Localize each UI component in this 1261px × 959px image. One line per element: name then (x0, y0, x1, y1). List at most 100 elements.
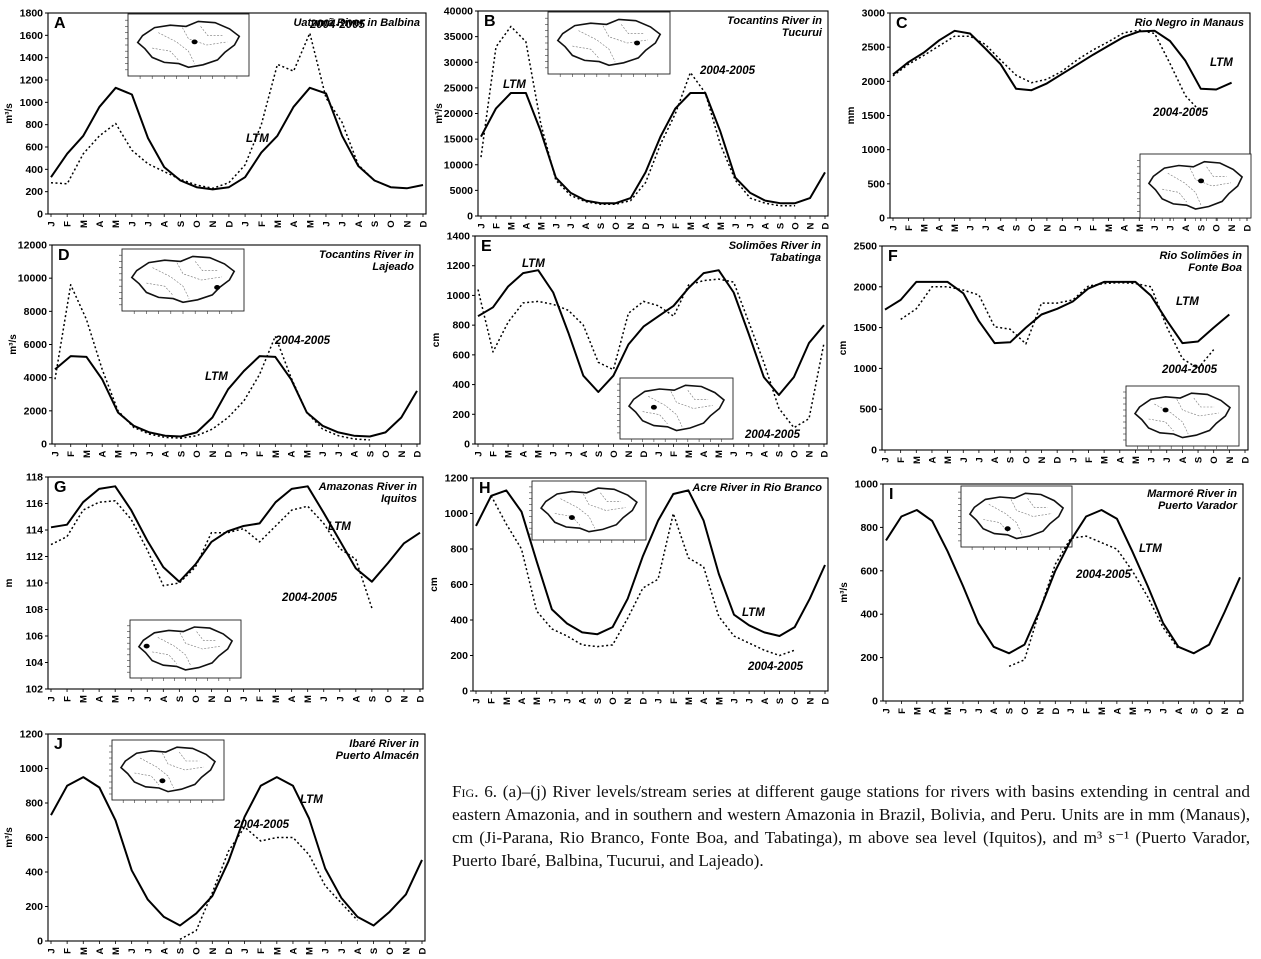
panel-title: Acre River in Rio Branco (691, 482, 822, 494)
y-tick-label: 3000 (862, 8, 886, 20)
gauge-station-marker (1162, 407, 1169, 413)
series-ltm-line (480, 92, 826, 205)
x-tick-label: M (1097, 707, 1108, 715)
x-tick-label: N (401, 947, 412, 954)
recent-series-label: 2004-2005 (281, 592, 338, 604)
x-tick-label: M (79, 695, 90, 703)
location-map-f (1123, 385, 1240, 449)
x-tick-label: N (208, 220, 219, 227)
panel-title: Rio Solimões in (1159, 250, 1242, 262)
sub-basin-line (152, 47, 180, 61)
sub-basin-line (1154, 403, 1189, 435)
y-tick-label: 2500 (862, 42, 886, 54)
x-tick-label: J (974, 708, 985, 713)
y-axis-label: m (4, 578, 15, 587)
x-tick-label: F (63, 948, 74, 954)
sub-basin-line (1189, 167, 1232, 187)
x-tick-label: M (919, 224, 930, 232)
y-tick-label: 800 (860, 522, 878, 534)
sub-basin-line (182, 27, 228, 46)
x-tick-label: J (51, 451, 62, 456)
x-tick-label: O (192, 947, 203, 954)
x-tick-label: A (95, 220, 106, 227)
x-tick-label: J (321, 948, 332, 953)
y-tick-label: 800 (450, 544, 468, 556)
sub-basin-line (157, 637, 192, 667)
y-tick-label: 0 (37, 209, 43, 221)
x-tick-label: A (760, 697, 771, 704)
x-tick-label: A (699, 697, 710, 704)
x-tick-label: J (477, 223, 488, 228)
x-tick-label: J (974, 457, 985, 462)
x-tick-label: A (928, 707, 939, 714)
x-tick-label: M (272, 947, 283, 955)
x-tick-label: J (474, 451, 485, 456)
recent-series-label: 2004-2005 (1152, 107, 1209, 119)
x-tick-label: F (489, 451, 500, 457)
x-tick-label: A (1115, 456, 1126, 463)
x-tick-label: A (1174, 707, 1185, 714)
x-tick-label: A (989, 707, 1000, 714)
panel-title-line2: Fonte Boa (1188, 262, 1242, 274)
x-tick-label: S (1196, 225, 1207, 231)
x-tick-label: N (626, 222, 637, 229)
series-2004-2005-line (900, 281, 1215, 370)
sub-basin-line (196, 631, 217, 641)
x-tick-label: A (761, 222, 772, 229)
y-tick-label: 1000 (855, 479, 879, 491)
caption-text: (a)–(j) River levels/stream series at di… (452, 782, 1250, 870)
basin-outline (627, 384, 726, 432)
sub-basin-line (988, 504, 1023, 535)
y-tick-label: 118 (26, 472, 43, 484)
x-tick-label: J (47, 221, 58, 226)
panel-title: Tocantins River in (727, 15, 822, 27)
x-tick-label: S (176, 451, 187, 457)
sub-basin-line (600, 492, 621, 502)
panel-title: Ibaré River in (349, 738, 419, 750)
location-map-i (958, 485, 1073, 550)
y-tick-label: 1400 (20, 52, 44, 64)
x-tick-label: F (63, 221, 74, 227)
x-tick-label: M (506, 222, 517, 230)
x-tick-label: M (271, 695, 282, 703)
basin-outline (119, 746, 217, 793)
x-tick-label: J (547, 698, 558, 703)
y-tick-label: 1000 (447, 290, 471, 302)
x-tick-label: N (806, 222, 817, 229)
sub-basin-line (583, 493, 626, 511)
sub-basin-line (176, 262, 223, 281)
y-axis-label: cm (838, 341, 849, 356)
y-tick-label: 10000 (18, 273, 47, 285)
x-tick-label: A (578, 697, 589, 704)
x-tick-label: A (521, 222, 532, 229)
y-tick-label: 104 (25, 657, 43, 669)
x-tick-label: J (321, 221, 332, 226)
x-tick-label: A (159, 947, 170, 954)
y-tick-label: 600 (25, 832, 43, 844)
x-tick-label: O (386, 220, 397, 227)
x-tick-label: F (487, 698, 498, 704)
x-tick-label: A (289, 220, 300, 227)
series-2004-2005-line (477, 278, 825, 429)
plot-frame (474, 235, 828, 445)
x-tick-label: J (1166, 225, 1177, 230)
x-tick-label: D (224, 947, 235, 954)
panel-title: Amazonas River in (318, 481, 418, 493)
x-tick-label: S (1005, 708, 1016, 714)
series-ltm-line (475, 489, 826, 637)
map-frame (1125, 385, 1240, 447)
x-tick-label: S (1189, 708, 1200, 714)
recent-series-label: 2004-2005 (233, 819, 290, 831)
y-tick-label: 600 (452, 349, 470, 361)
x-tick-label: J (744, 451, 755, 456)
y-tick-label: 500 (867, 178, 885, 190)
x-tick-label: S (775, 698, 786, 704)
sub-basin-line (152, 651, 177, 664)
y-tick-label: 102 (25, 684, 43, 696)
y-tick-label: 110 (26, 578, 43, 590)
x-tick-label: J (1143, 708, 1154, 713)
x-tick-label: M (714, 450, 725, 458)
x-tick-label: M (684, 697, 695, 705)
